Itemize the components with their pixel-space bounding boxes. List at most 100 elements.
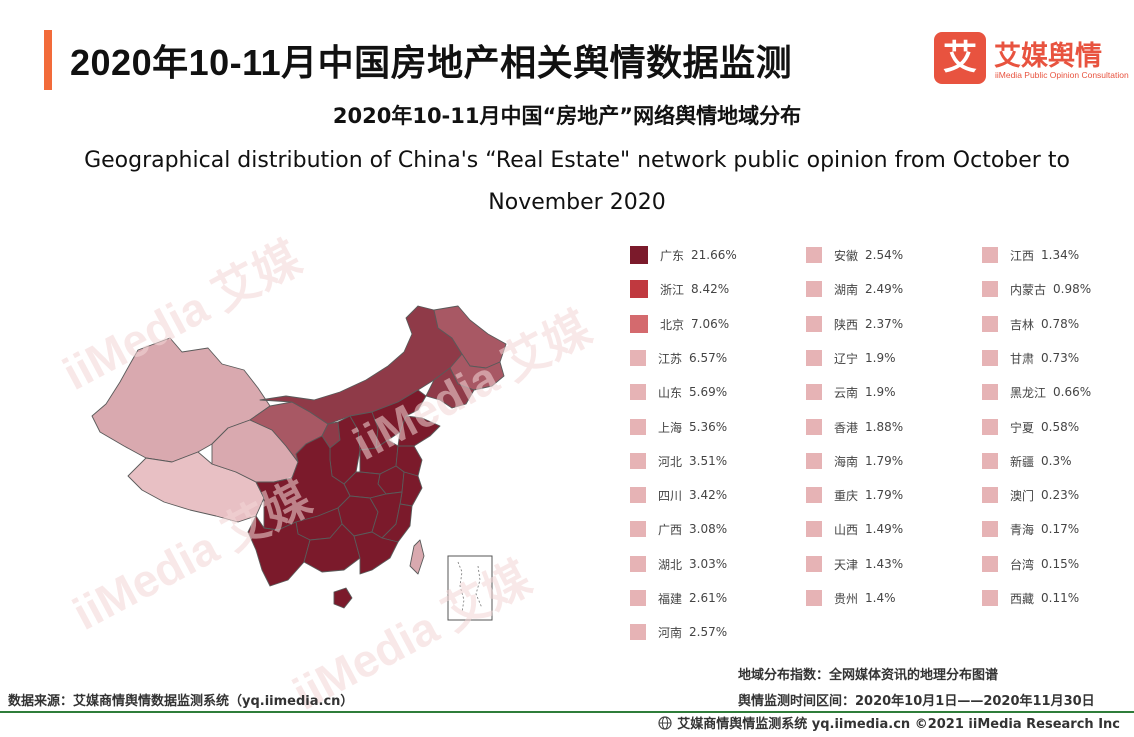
legend-swatch xyxy=(982,281,998,297)
legend-swatch xyxy=(806,350,822,366)
legend-item: 福建 2.61% xyxy=(630,588,727,608)
legend-swatch xyxy=(982,521,998,537)
legend-region-value: 3.42% xyxy=(689,488,728,502)
legend-region-value: 0.98% xyxy=(1053,282,1092,296)
legend-region-value: 1.88% xyxy=(865,420,904,434)
legend-swatch xyxy=(806,590,822,606)
legend-item: 陕西 2.37% xyxy=(806,314,903,334)
legend-region-name: 天津 xyxy=(834,557,859,572)
region-taiwan xyxy=(409,539,425,575)
legend-item: 黑龙江 0.66% xyxy=(982,382,1091,402)
legend-swatch xyxy=(806,281,822,297)
legend-swatch xyxy=(630,453,646,469)
legend-item: 河北 3.51% xyxy=(630,451,727,471)
legend-swatch xyxy=(982,487,998,503)
legend-region-value: 3.08% xyxy=(689,522,728,536)
legend-item: 四川 3.42% xyxy=(630,485,727,505)
legend-swatch xyxy=(806,384,822,400)
legend-region-name: 北京 xyxy=(660,317,685,332)
legend-swatch xyxy=(806,556,822,572)
inset-coastline xyxy=(457,561,483,613)
legend-item: 山西 1.49% xyxy=(806,519,903,539)
legend-region-name: 山东 xyxy=(658,385,683,400)
legend-swatch xyxy=(806,453,822,469)
legend-swatch xyxy=(630,556,646,572)
legend-item: 浙江 8.42% xyxy=(630,279,729,299)
chart-title-en: Geographical distribution of China's “Re… xyxy=(84,148,1070,215)
legend-item: 内蒙古 0.98% xyxy=(982,279,1091,299)
legend-swatch xyxy=(630,419,646,435)
legend-item: 江西 1.34% xyxy=(982,245,1079,265)
legend-item: 广东 21.66% xyxy=(630,245,737,265)
legend-region-name: 安徽 xyxy=(834,248,859,263)
region-zhejiang xyxy=(399,471,423,507)
legend-swatch xyxy=(982,350,998,366)
legend-swatch xyxy=(982,590,998,606)
region-liaoning xyxy=(425,367,475,409)
legend-region-value: 1.34% xyxy=(1041,248,1080,262)
legend-region-value: 2.49% xyxy=(865,282,904,296)
legend-item: 青海 0.17% xyxy=(982,519,1079,539)
legend-item: 江苏 6.57% xyxy=(630,348,727,368)
legend-region-name: 陕西 xyxy=(834,317,859,332)
legend-swatch xyxy=(630,384,646,400)
legend-region-name: 贵州 xyxy=(834,591,859,606)
region-hainan xyxy=(333,587,353,609)
region-guangdong xyxy=(353,531,399,575)
legend-region-name: 广西 xyxy=(658,522,683,537)
legend-region-name: 浙江 xyxy=(660,282,685,297)
legend-item: 湖南 2.49% xyxy=(806,279,903,299)
legend-item: 新疆 0.3% xyxy=(982,451,1072,471)
legend-region-value: 1.43% xyxy=(865,557,904,571)
legend-item: 上海 5.36% xyxy=(630,417,727,437)
legend-region-value: 2.61% xyxy=(689,591,728,605)
legend-region-value: 1.79% xyxy=(865,488,904,502)
legend-item: 北京 7.06% xyxy=(630,314,729,334)
legend-item: 澳门 0.23% xyxy=(982,485,1079,505)
legend-swatch xyxy=(630,624,646,640)
legend-swatch xyxy=(630,350,646,366)
legend-region-name: 内蒙古 xyxy=(1010,282,1047,297)
legend-swatch xyxy=(806,419,822,435)
legend-region-value: 8.42% xyxy=(691,282,730,296)
legend-swatch xyxy=(982,556,998,572)
legend-region-name: 黑龙江 xyxy=(1010,385,1047,400)
chart-title-cn: 2020年10-11月中国“房地产”网络舆情地域分布 xyxy=(332,104,802,128)
legend-item: 台湾 0.15% xyxy=(982,554,1079,574)
legend-swatch xyxy=(630,590,646,606)
south-china-sea-inset xyxy=(447,555,493,621)
legend-item: 贵州 1.4% xyxy=(806,588,896,608)
legend-region-value: 1.49% xyxy=(865,522,904,536)
legend-region-name: 青海 xyxy=(1010,522,1035,537)
index-definition-note: 地域分布指数：全网媒体资讯的地理分布图谱 xyxy=(738,668,999,683)
legend-region-value: 0.23% xyxy=(1041,488,1080,502)
legend-item: 河南 2.57% xyxy=(630,622,727,642)
footer-divider xyxy=(0,711,1134,713)
legend-region-value: 0.73% xyxy=(1041,351,1080,365)
legend-item: 吉林 0.78% xyxy=(982,314,1079,334)
legend-item: 香港 1.88% xyxy=(806,417,903,437)
legend-swatch xyxy=(630,246,648,264)
legend-region-name: 湖北 xyxy=(658,557,683,572)
legend-region-name: 广东 xyxy=(660,248,685,263)
legend-region-name: 云南 xyxy=(834,385,859,400)
legend-item: 宁夏 0.58% xyxy=(982,417,1079,437)
legend-swatch xyxy=(806,247,822,263)
page-title: 2020年10-11月中国房地产相关舆情数据监测 xyxy=(70,42,793,83)
legend-swatch xyxy=(982,384,998,400)
legend-region-value: 0.3% xyxy=(1041,454,1072,468)
footer-text: 艾媒商情舆情监测系统 yq.iimedia.cn ©2021 iiMedia R… xyxy=(677,717,1120,732)
legend-swatch xyxy=(806,521,822,537)
legend-region-value: 1.4% xyxy=(865,591,896,605)
legend-swatch xyxy=(630,521,646,537)
legend-item: 湖北 3.03% xyxy=(630,554,727,574)
legend-swatch xyxy=(982,316,998,332)
legend-item: 山东 5.69% xyxy=(630,382,727,402)
globe-icon xyxy=(658,715,672,730)
legend-region-name: 海南 xyxy=(834,454,859,469)
map-area: iiMedia 艾媒 iiMedia 艾媒 iiMedia 艾媒 iiMedia… xyxy=(54,231,620,719)
monitoring-period-note: 舆情监测时间区间：2020年10月1日——2020年11月30日 xyxy=(738,694,1095,709)
legend-swatch xyxy=(982,419,998,435)
legend-region-value: 0.78% xyxy=(1041,317,1080,331)
legend-item: 广西 3.08% xyxy=(630,519,727,539)
